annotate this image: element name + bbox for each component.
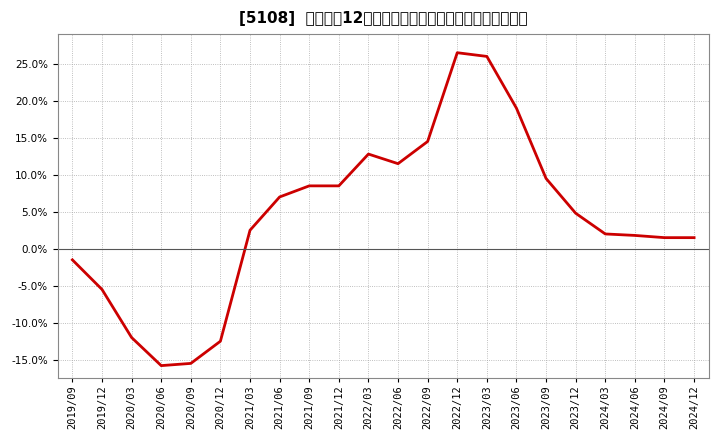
Title: [5108]  売上高の12か月移動合計の対前年同期増減率の推移: [5108] 売上高の12か月移動合計の対前年同期増減率の推移 <box>239 11 528 26</box>
